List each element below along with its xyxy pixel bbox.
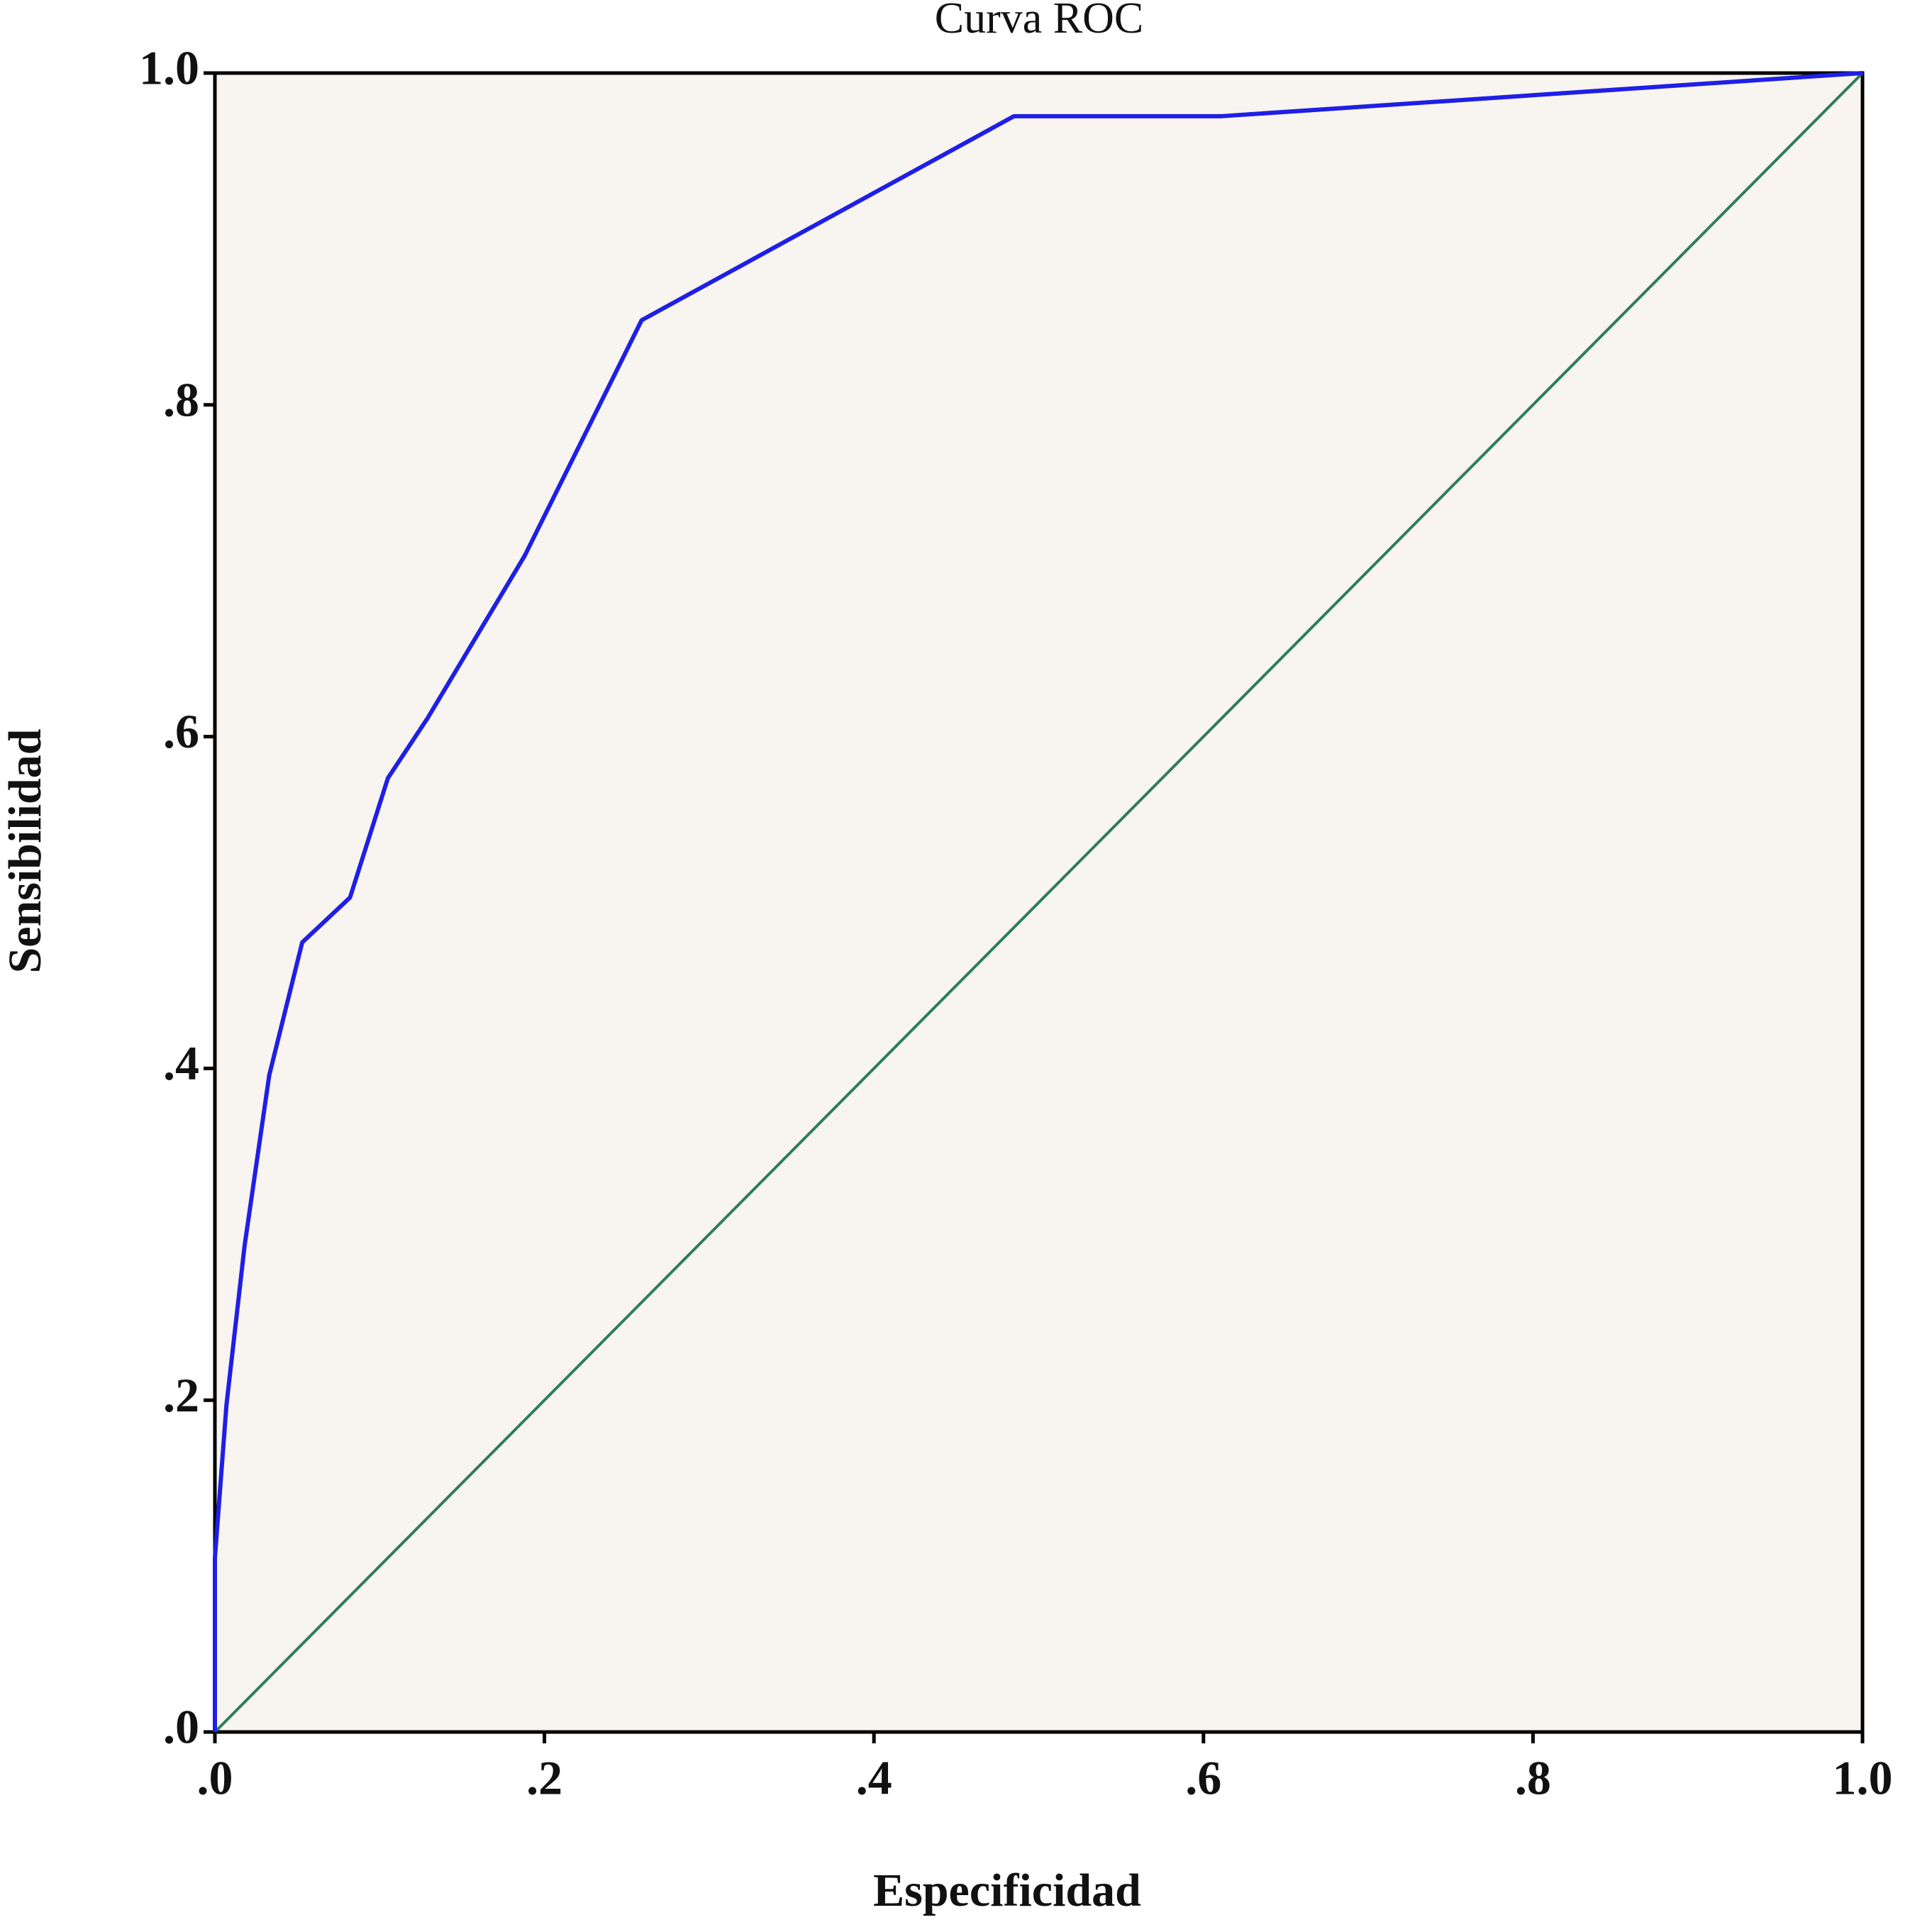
y-tick-label: .0 [163, 1700, 199, 1754]
x-tick-label: .8 [1515, 1751, 1551, 1805]
y-tick-label: .6 [163, 704, 199, 758]
x-tick-label: .6 [1185, 1751, 1221, 1805]
y-axis-title: Sensibilidad [0, 729, 51, 974]
x-tick-label: .2 [526, 1751, 562, 1805]
y-tick-label: .2 [163, 1368, 199, 1422]
y-tick-label: 1.0 [139, 41, 199, 95]
x-tick-label: .0 [197, 1751, 233, 1805]
chart-title: Curva ROC [935, 0, 1144, 43]
series-line [213, 72, 1864, 1733]
y-tick-label: .4 [163, 1036, 199, 1090]
x-tick-label: 1.0 [1833, 1751, 1893, 1805]
x-axis-title: Especificidad [873, 1865, 1141, 1916]
x-tick-label: .4 [856, 1751, 892, 1805]
y-tick-label: .8 [163, 372, 199, 426]
series-line [213, 71, 1863, 1732]
